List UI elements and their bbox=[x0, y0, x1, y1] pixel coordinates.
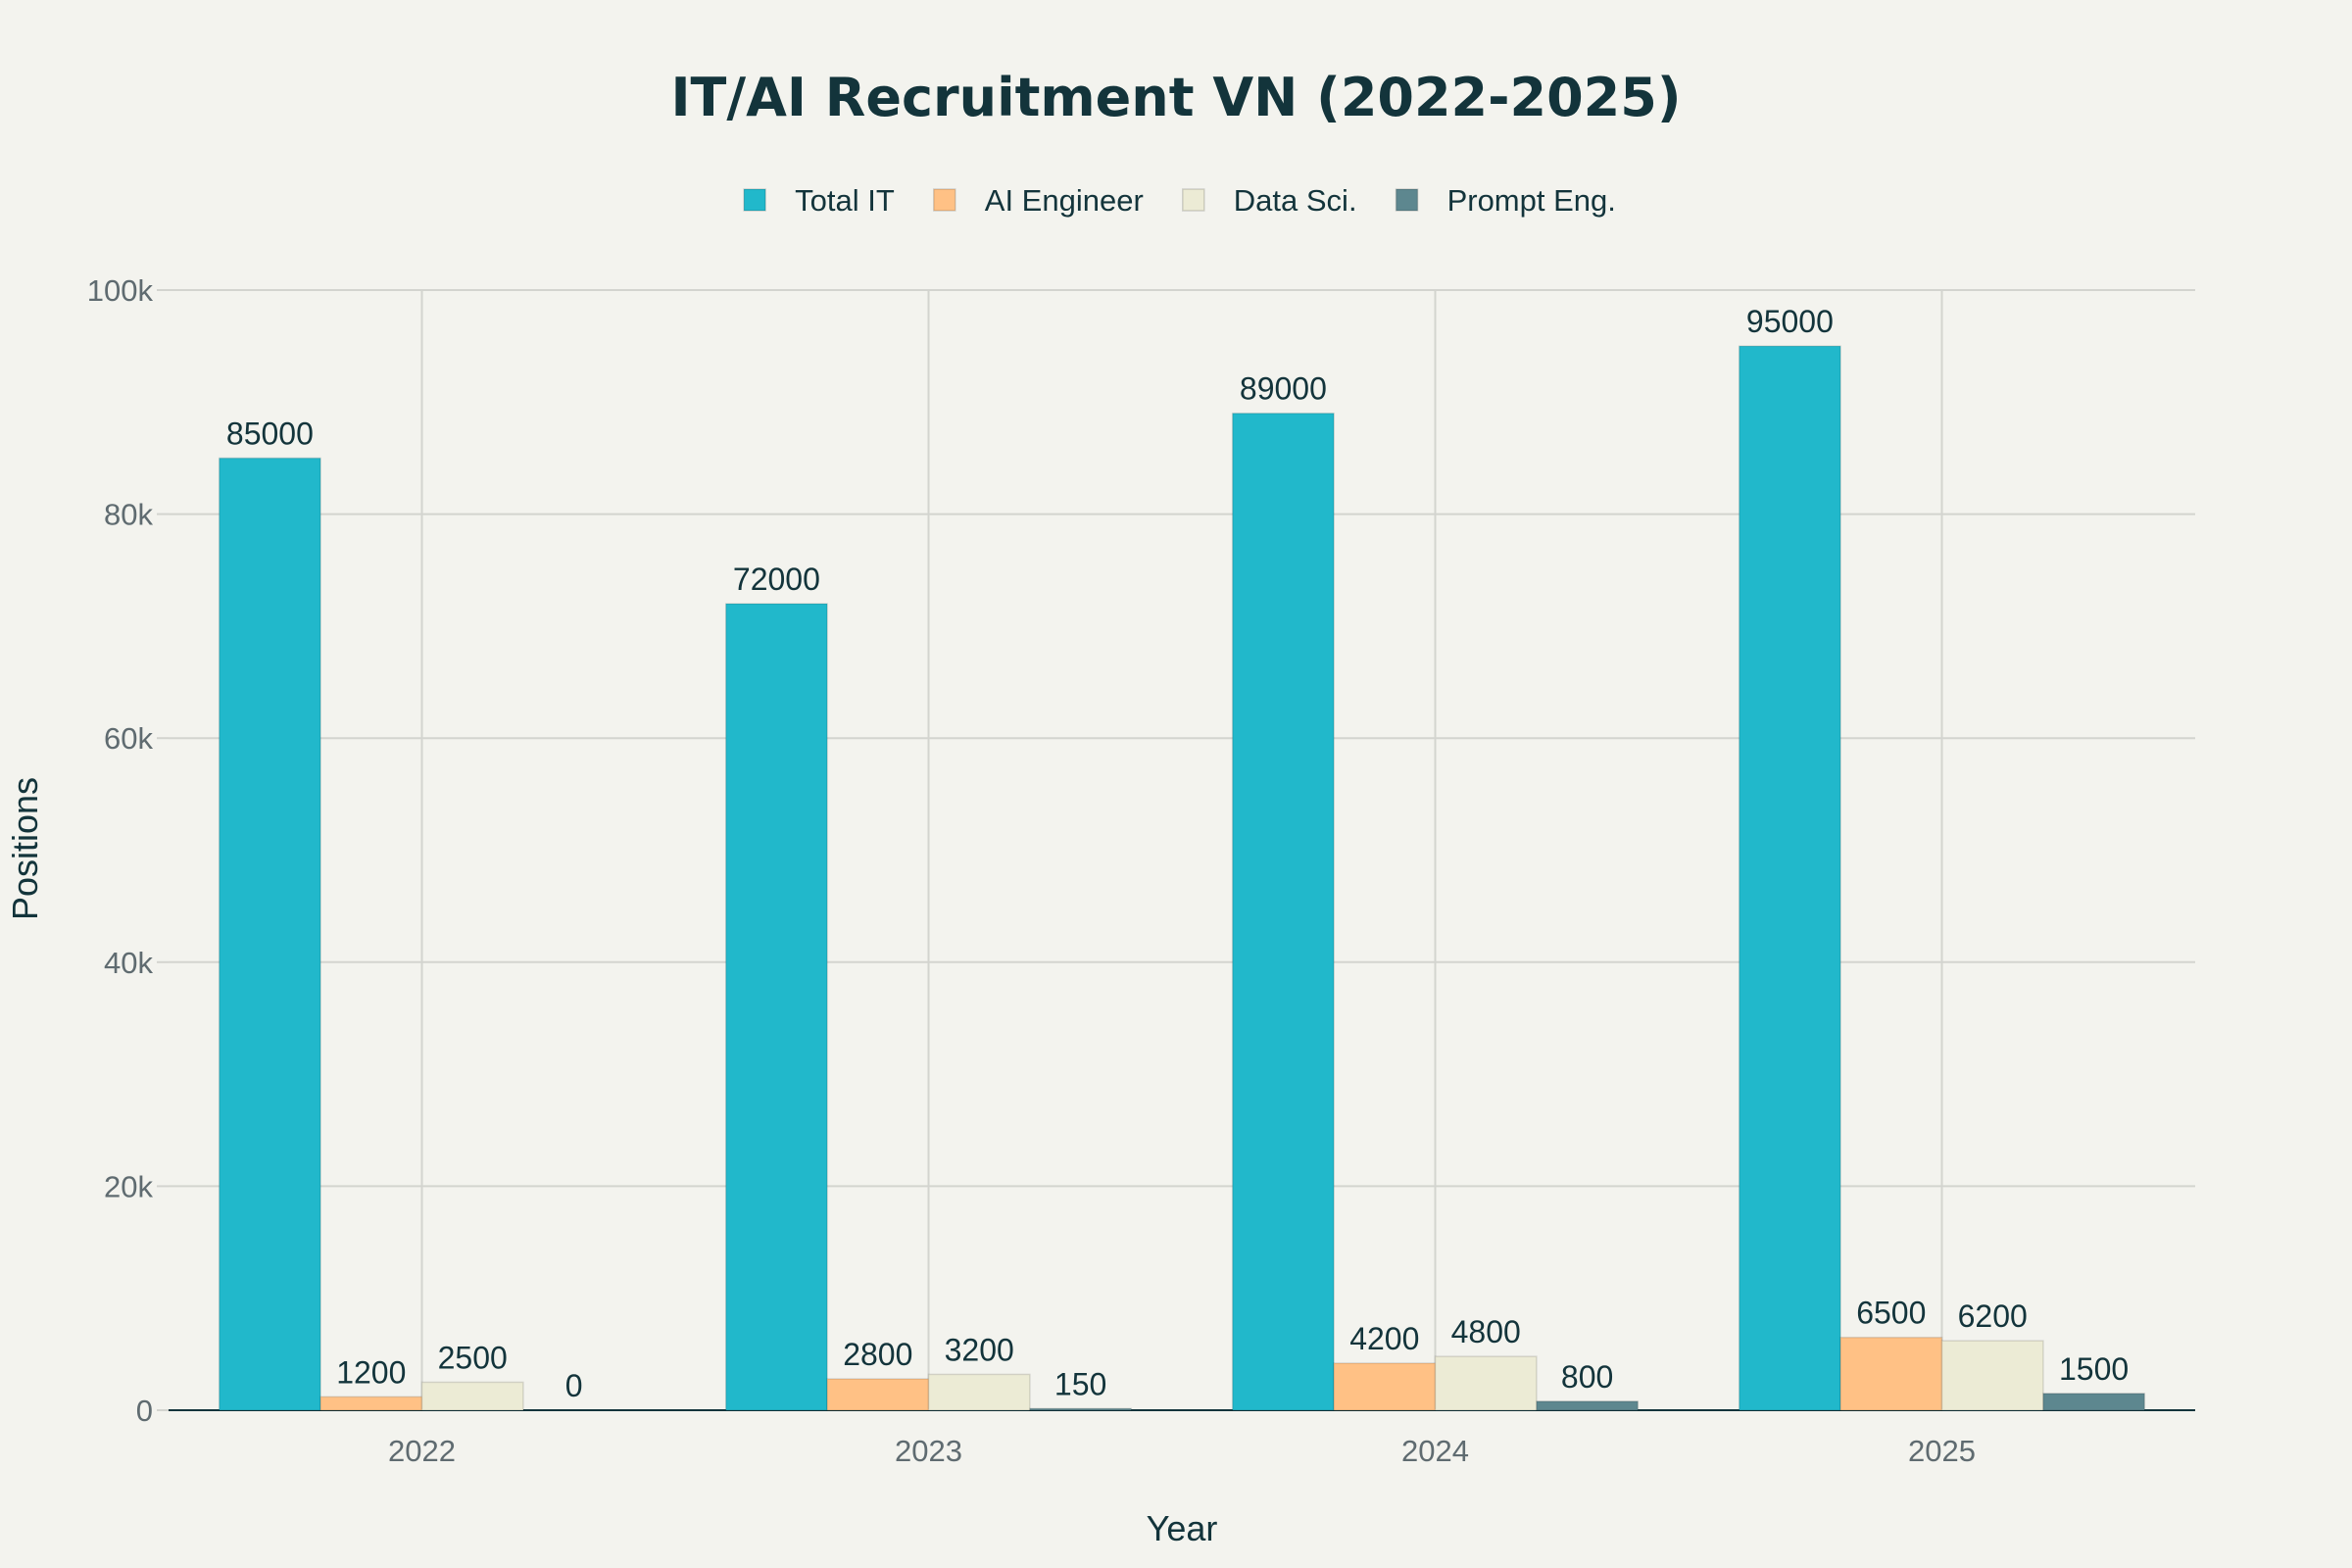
bar-prompt-eng-2023 bbox=[1029, 1407, 1133, 1411]
bar-ai-engineer-2024 bbox=[1333, 1362, 1437, 1411]
data-label: 89000 bbox=[1240, 371, 1327, 407]
data-label: 1500 bbox=[2059, 1351, 2129, 1387]
data-label: 2800 bbox=[843, 1337, 912, 1372]
legend-swatch bbox=[1395, 188, 1419, 212]
bar-total-it-2024 bbox=[1231, 412, 1335, 1411]
legend-swatch bbox=[743, 188, 766, 212]
data-label: 6200 bbox=[1958, 1298, 2028, 1334]
legend-swatch bbox=[1182, 188, 1205, 212]
data-label: 72000 bbox=[733, 562, 820, 597]
y-axis: 0 20k 40k 60k 80k 100k bbox=[87, 273, 169, 1428]
data-label: 4200 bbox=[1349, 1321, 1419, 1356]
data-labels: 85000 72000 89000 95000 1200 2800 4200 6500 2500… bbox=[226, 304, 2129, 1403]
chart-title: IT/AI Recruitment VN (2022-2025) bbox=[670, 67, 1681, 128]
x-tick-label: 2023 bbox=[895, 1434, 962, 1468]
legend: Total IT AI Engineer Data Sci. Prompt Eng. bbox=[743, 183, 1616, 218]
legend-label: AI Engineer bbox=[985, 183, 1144, 218]
data-label: 4800 bbox=[1451, 1314, 1521, 1349]
bar-data-sci-2022 bbox=[420, 1381, 524, 1411]
bar-total-it-2025 bbox=[1738, 345, 1841, 1411]
bar-data-sci-2025 bbox=[1940, 1340, 2044, 1411]
y-tick-label: 0 bbox=[136, 1394, 153, 1428]
bar-ai-engineer-2022 bbox=[319, 1396, 423, 1411]
bar-prompt-eng-2024 bbox=[1536, 1400, 1640, 1411]
bars bbox=[218, 345, 2146, 1411]
y-tick-label: 60k bbox=[104, 721, 153, 756]
data-label: 800 bbox=[1561, 1359, 1613, 1395]
bar-data-sci-2024 bbox=[1434, 1355, 1538, 1411]
y-tick-label: 40k bbox=[104, 946, 153, 980]
data-label: 1200 bbox=[336, 1354, 406, 1390]
grid-lines bbox=[169, 289, 2195, 1410]
data-label: 6500 bbox=[1856, 1296, 1926, 1331]
x-tick-label: 2024 bbox=[1401, 1434, 1469, 1468]
bar-data-sci-2023 bbox=[927, 1373, 1031, 1411]
bar-ai-engineer-2025 bbox=[1839, 1336, 1943, 1411]
x-axis: 2022 2023 2024 2025 bbox=[169, 1409, 2195, 1468]
bar-total-it-2022 bbox=[218, 457, 321, 1411]
data-label: 3200 bbox=[945, 1332, 1014, 1367]
y-tick-label: 80k bbox=[104, 498, 153, 532]
x-tick-label: 2022 bbox=[388, 1434, 456, 1468]
data-label: 150 bbox=[1054, 1366, 1106, 1401]
y-tick-label: 20k bbox=[104, 1169, 153, 1203]
y-tick-label: 100k bbox=[87, 273, 154, 308]
legend-label: Prompt Eng. bbox=[1447, 183, 1616, 218]
bar-prompt-eng-2025 bbox=[2042, 1393, 2146, 1411]
data-label: 85000 bbox=[226, 416, 314, 451]
legend-swatch bbox=[933, 188, 956, 212]
legend-label: Total IT bbox=[795, 183, 895, 218]
legend-label: Data Sci. bbox=[1234, 183, 1357, 218]
data-label: 2500 bbox=[438, 1340, 508, 1375]
x-axis-title: Year bbox=[1147, 1508, 1218, 1548]
data-label: 0 bbox=[565, 1368, 583, 1403]
x-tick-label: 2025 bbox=[1908, 1434, 1976, 1468]
data-label: 95000 bbox=[1746, 304, 1834, 339]
bar-ai-engineer-2023 bbox=[826, 1378, 930, 1411]
y-axis-title: Positions bbox=[5, 777, 45, 920]
bar-total-it-2023 bbox=[724, 603, 828, 1411]
